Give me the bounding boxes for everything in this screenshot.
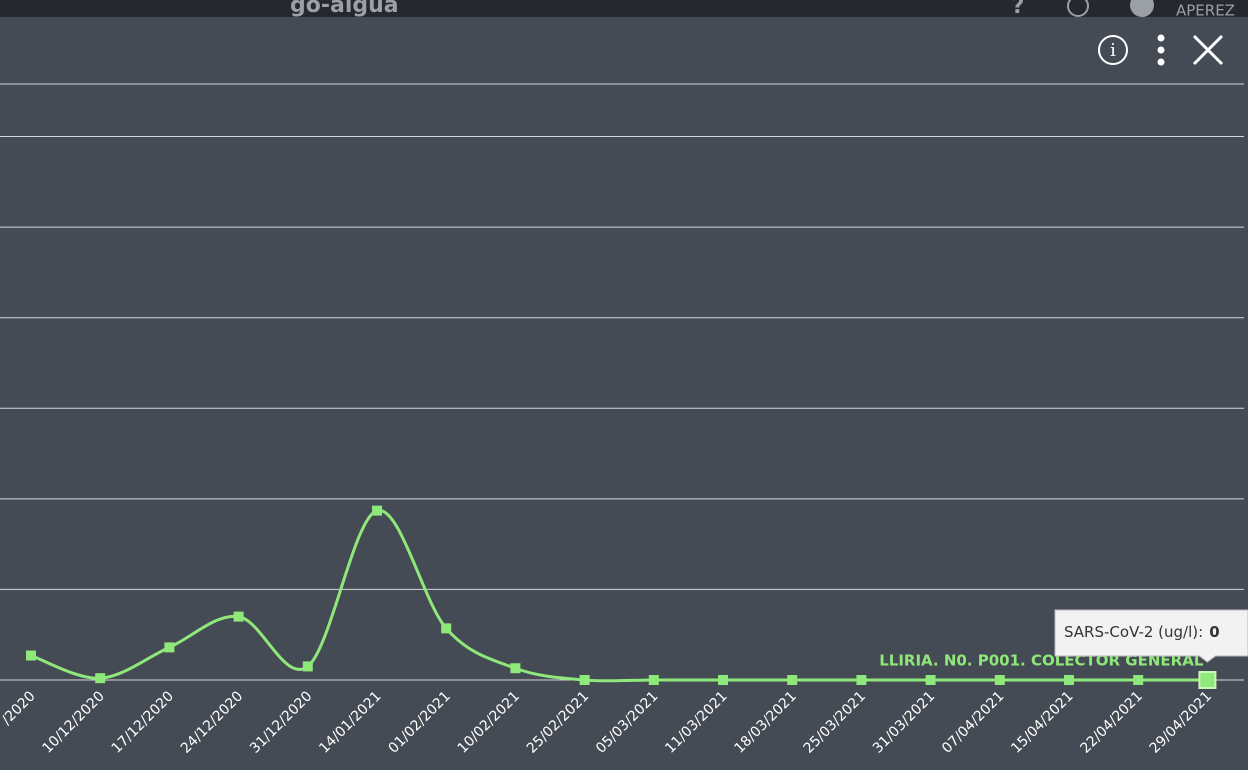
point-marker <box>994 675 1005 685</box>
point-marker <box>372 505 382 516</box>
point-marker <box>648 675 659 685</box>
svg-text:i: i <box>1110 40 1116 61</box>
point-marker <box>1133 675 1144 685</box>
point-marker <box>579 675 590 685</box>
point-marker <box>1064 675 1074 685</box>
point-marker <box>441 623 452 634</box>
point-marker <box>925 675 936 685</box>
point-marker <box>95 673 106 684</box>
point-marker <box>26 650 36 661</box>
close-button[interactable] <box>1192 34 1224 66</box>
tooltip-text: SARS-CoV-2 (ug/l): 0 <box>1064 623 1220 641</box>
menu-button[interactable] <box>1157 34 1165 66</box>
brand: go-aigua <box>290 0 399 18</box>
tooltip-box <box>1054 609 1248 663</box>
point-marker <box>302 661 313 672</box>
tooltip: SARS-CoV-2 (ug/l): 0 <box>1054 609 1248 663</box>
point-marker <box>787 675 798 685</box>
help-icon[interactable]: ? <box>1012 0 1025 19</box>
point-marker <box>856 675 867 685</box>
language-icon[interactable] <box>1067 0 1089 17</box>
info-button[interactable]: i <box>1098 35 1128 65</box>
user-icon[interactable] <box>1130 0 1154 17</box>
point-marker <box>510 663 521 674</box>
tooltip-label: SARS-CoV-2 (ug/l): <box>1064 623 1203 641</box>
point-marker <box>1198 671 1217 689</box>
point-marker <box>164 642 175 653</box>
user-name[interactable]: APEREZ <box>1176 2 1235 20</box>
point-marker <box>233 611 244 622</box>
top-bar <box>0 0 1248 17</box>
point-marker <box>718 675 728 685</box>
tooltip-value: 0 <box>1209 623 1219 641</box>
